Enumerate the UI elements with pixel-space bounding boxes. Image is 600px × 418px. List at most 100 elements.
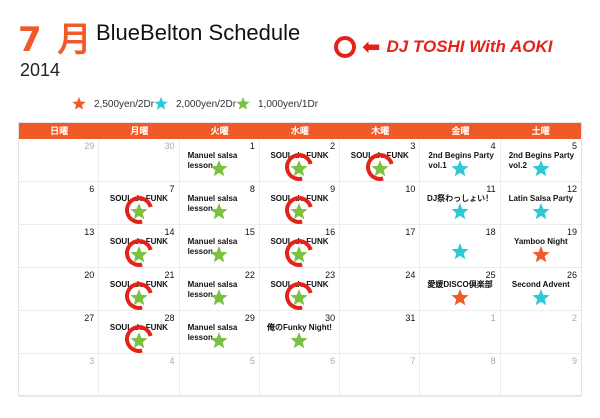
green-star-icon [130, 203, 148, 226]
day-number: 4 [490, 141, 496, 151]
day-cell[interactable]: 9 SOUL de FUNK [259, 182, 341, 230]
day-cell[interactable]: 22 Manuel salsa lesson [179, 268, 260, 311]
day-cell[interactable]: 26 Second Advent [500, 268, 581, 312]
day-number: 18 [485, 227, 496, 237]
day-number: 5 [249, 356, 255, 366]
legend-text: 2,000yen/2Dr [176, 98, 237, 110]
green-star-icon [290, 246, 309, 269]
day-cell[interactable]: 5 [179, 354, 260, 397]
cyan-star-icon [532, 160, 550, 183]
day-cell[interactable]: 28 SOUL de FUNK [99, 311, 180, 359]
dj-ring-icon [334, 36, 356, 58]
day-number: 16 [325, 227, 336, 237]
weekday-sun: 日曜 [50, 126, 69, 136]
day-cell[interactable]: 29 Manuel salsa lesson [179, 311, 260, 354]
legend-item-2500: 2,500yen/2Dr [72, 92, 154, 116]
day-cell[interactable]: 1 [420, 311, 501, 354]
day-cell[interactable]: 3 SOUL de FUNK [340, 139, 421, 187]
day-cell[interactable]: 3 [19, 354, 100, 397]
orange-star-icon [72, 97, 90, 111]
event-label: SOUL de FUNK [109, 323, 168, 332]
day-number: 25 [485, 270, 496, 280]
green-star-icon [210, 160, 228, 183]
dj-legend: ⬅ DJ TOSHI With AOKI [334, 34, 553, 60]
day-cell[interactable]: 18 [420, 225, 501, 268]
day-cell[interactable]: 6 [19, 182, 100, 225]
day-number: 7 [169, 184, 175, 194]
event-label: SOUL de FUNK [270, 151, 329, 160]
event-label: 2nd Begins Party vol.1 [428, 151, 494, 170]
green-star-icon [210, 203, 228, 226]
day-cell[interactable]: 21 SOUL de FUNK [99, 268, 180, 316]
green-star-icon [290, 160, 309, 183]
day-number: 1 [249, 141, 255, 151]
day-number: 14 [164, 227, 175, 237]
day-cell[interactable]: 24 [340, 268, 421, 311]
day-cell[interactable]: 31 [340, 311, 421, 354]
year-label: 2014 [20, 60, 61, 80]
event-label: Yamboo Night [513, 237, 568, 246]
green-star-icon [236, 97, 254, 111]
cyan-star-icon [532, 289, 550, 312]
day-cell[interactable]: 25 愛媛DISCO倶楽部 [420, 268, 501, 311]
day-cell[interactable]: 4 [99, 354, 180, 397]
day-cell[interactable]: 2 SOUL de FUNK [259, 139, 341, 187]
event-label: Manuel salsa lesson [187, 280, 238, 299]
day-number: 3 [89, 356, 95, 366]
day-number: 7 [410, 356, 416, 366]
event-label: SOUL de FUNK [270, 280, 329, 289]
green-star-icon [290, 332, 309, 355]
day-number: 8 [490, 356, 496, 366]
day-cell[interactable]: 5 2nd Begins Party vol.2 [500, 139, 581, 183]
day-cell[interactable]: 20 [19, 268, 100, 311]
day-cell[interactable]: 10 [340, 182, 421, 225]
day-cell[interactable]: 1 Manuel salsa lesson [179, 139, 260, 183]
event-label: SOUL de FUNK [270, 194, 329, 203]
day-number: 29 [244, 313, 255, 323]
arrow-left-icon: ⬅ [362, 34, 381, 59]
event-label: Second Advent [511, 280, 570, 289]
day-cell[interactable]: 16 SOUL de FUNK [259, 225, 341, 273]
green-star-icon [130, 289, 148, 312]
day-cell[interactable]: 27 [19, 311, 100, 354]
orange-star-icon [532, 246, 550, 269]
day-number: 10 [405, 184, 416, 194]
day-cell[interactable]: 4 2nd Begins Party vol.1 [420, 139, 501, 182]
day-number: 8 [249, 184, 255, 194]
day-cell[interactable]: 11 DJ祭わっしょい！ [420, 182, 501, 226]
day-cell[interactable]: 15 Manuel salsa lesson [179, 225, 260, 268]
day-number: 3 [410, 141, 416, 151]
event-label: SOUL de FUNK [350, 151, 409, 160]
weekday-sat: 土曜 [531, 126, 550, 136]
day-cell[interactable]: 29 [19, 139, 100, 182]
day-cell[interactable]: 13 [19, 225, 100, 268]
day-cell[interactable]: 9 [500, 354, 581, 397]
day-cell[interactable]: 8 Manuel salsa lesson [179, 182, 260, 226]
day-number: 17 [405, 227, 416, 237]
event-label: Latin Salsa Party [508, 194, 574, 203]
day-cell[interactable]: 6 [259, 354, 341, 397]
day-cell[interactable]: 7 [340, 354, 421, 397]
day-cell[interactable]: 30 俺のFunky Night! [259, 311, 341, 355]
weekday-wed: 水曜 [290, 126, 309, 136]
day-cell[interactable]: 2 [500, 311, 581, 354]
day-cell[interactable]: 17 [340, 225, 421, 268]
green-star-icon [290, 203, 309, 226]
day-cell[interactable]: 12 Latin Salsa Party [500, 182, 581, 225]
day-cell[interactable]: 7 SOUL de FUNK [99, 182, 180, 230]
day-number: 21 [164, 270, 175, 280]
day-number: 6 [330, 356, 336, 366]
day-cell[interactable]: 23 SOUL de FUNK [259, 268, 341, 316]
day-number: 1 [490, 313, 496, 323]
calendar-grid: 日曜 月曜 火曜 水曜 木曜 金曜 土曜 29 30 1 Manuel salsa l… [18, 122, 582, 397]
day-cell[interactable]: 8 [420, 354, 501, 397]
day-number: 2 [571, 313, 577, 323]
day-number: 11 [486, 184, 496, 194]
day-cell[interactable]: 30 [99, 139, 180, 182]
day-cell[interactable]: 19 Yamboo Night [500, 225, 581, 269]
day-cell[interactable]: 14 SOUL de FUNK [99, 225, 180, 273]
cyan-star-icon [451, 203, 469, 226]
day-number: 9 [330, 184, 336, 194]
day-number: 13 [84, 227, 95, 237]
green-star-icon [130, 332, 148, 355]
